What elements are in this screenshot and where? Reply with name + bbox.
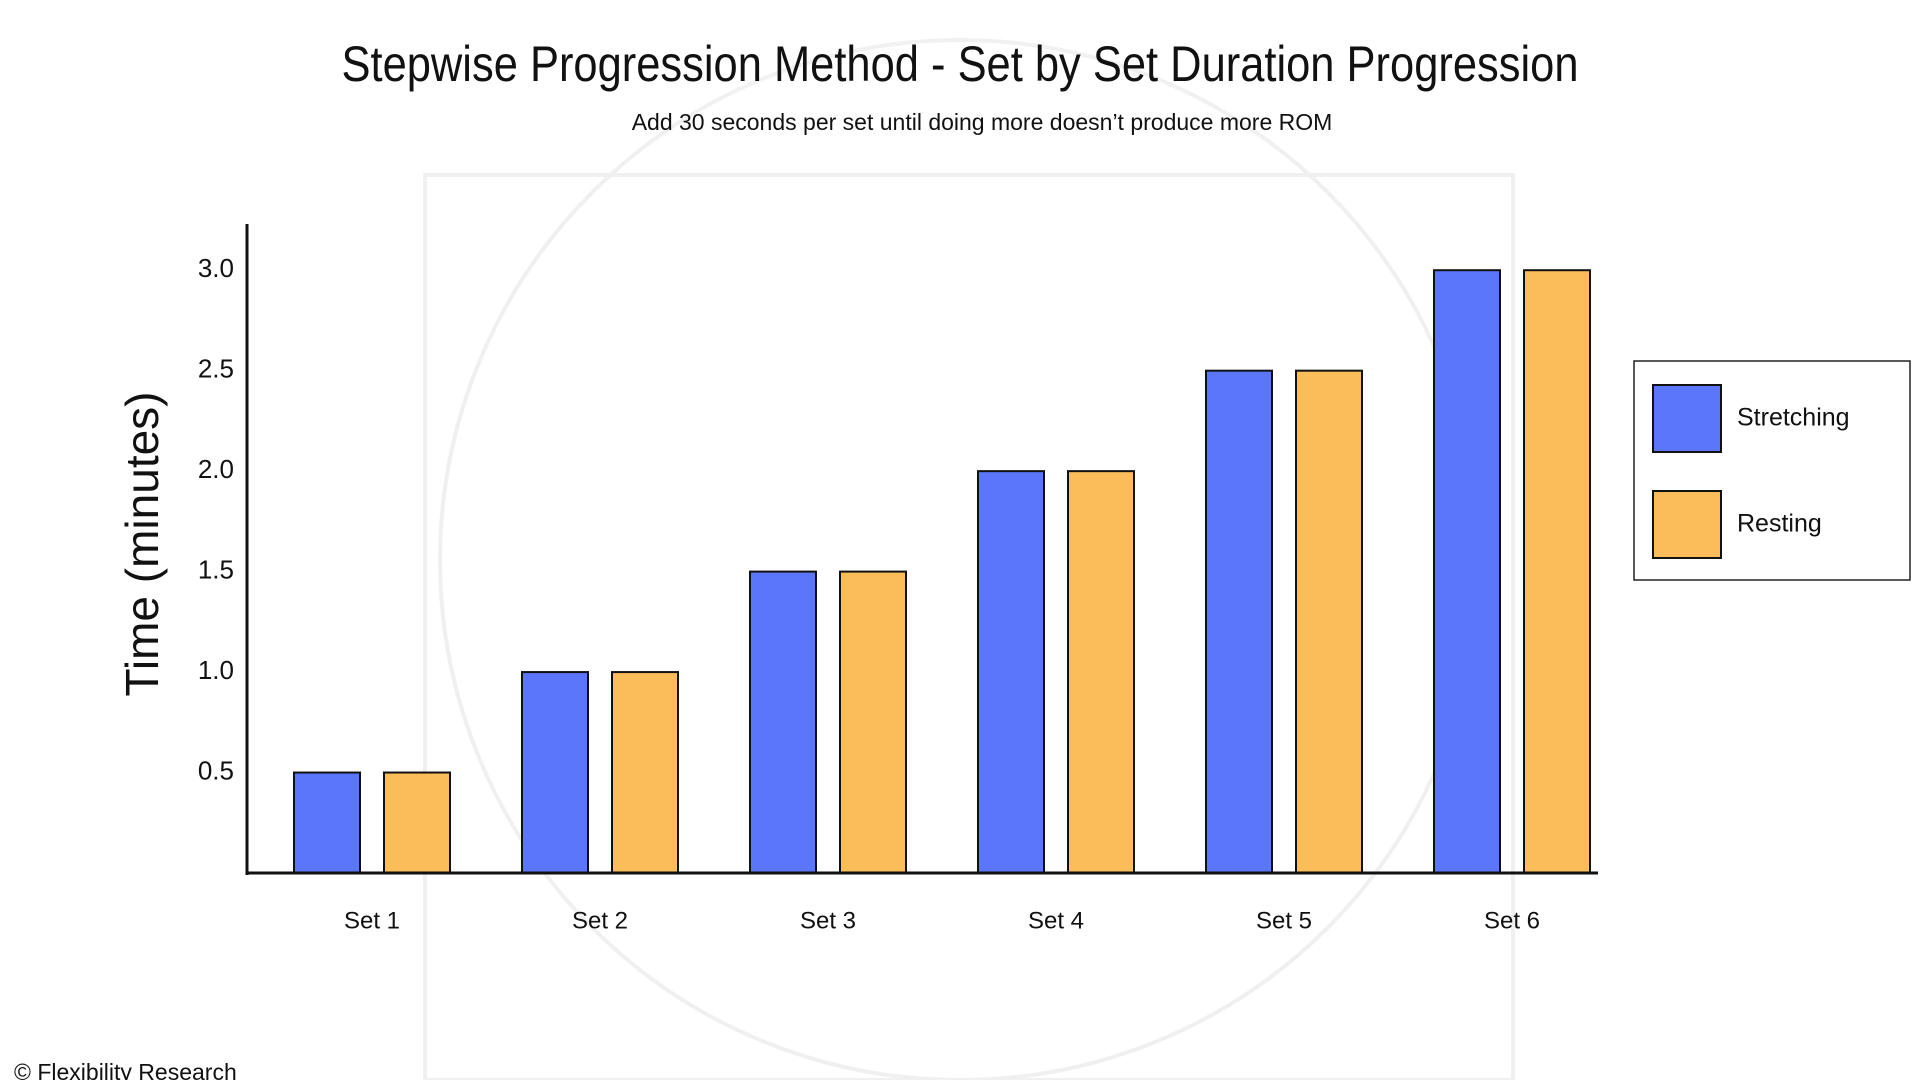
- legend-swatch: [1652, 384, 1722, 453]
- bar: [749, 570, 817, 874]
- bar: [839, 570, 907, 874]
- x-tick-label: Set 1: [344, 907, 400, 934]
- bar: [1523, 269, 1591, 874]
- chart-subtitle: Add 30 seconds per set until doing more …: [632, 109, 1333, 135]
- y-tick-label: 3.0: [198, 253, 234, 283]
- x-tick-label: Set 2: [572, 907, 628, 934]
- chart-title: Stepwise Progression Method - Set by Set…: [342, 36, 1579, 92]
- bar: [1067, 470, 1135, 874]
- legend-label: Resting: [1737, 510, 1822, 538]
- x-tick-label: Set 4: [1028, 907, 1084, 934]
- y-axis-label: Time (minutes): [116, 392, 168, 697]
- y-tick-label: 0.5: [198, 755, 234, 785]
- bar: [1295, 369, 1363, 874]
- legend-swatch: [1652, 490, 1722, 559]
- bar: [521, 671, 589, 875]
- bar: [1433, 269, 1501, 874]
- bar: [383, 771, 451, 874]
- x-tick-label: Set 5: [1256, 907, 1312, 934]
- y-tick-label: 2.5: [198, 354, 234, 384]
- bar: [293, 771, 361, 874]
- bar: [1205, 369, 1273, 874]
- bar: [977, 470, 1045, 874]
- bar: [611, 671, 679, 875]
- footer: © Flexibility Research: [14, 1059, 237, 1080]
- y-tick-label: 1.5: [198, 554, 234, 584]
- legend-label: Stretching: [1737, 404, 1850, 432]
- y-tick-label: 1.0: [198, 655, 234, 685]
- x-tick-label: Set 3: [800, 907, 856, 934]
- y-tick-label: 2.0: [198, 454, 234, 484]
- x-tick-label: Set 6: [1484, 907, 1540, 934]
